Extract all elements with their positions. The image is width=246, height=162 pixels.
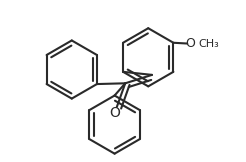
Text: O: O bbox=[185, 37, 195, 50]
Text: CH₃: CH₃ bbox=[199, 39, 219, 49]
Text: O: O bbox=[109, 106, 120, 120]
